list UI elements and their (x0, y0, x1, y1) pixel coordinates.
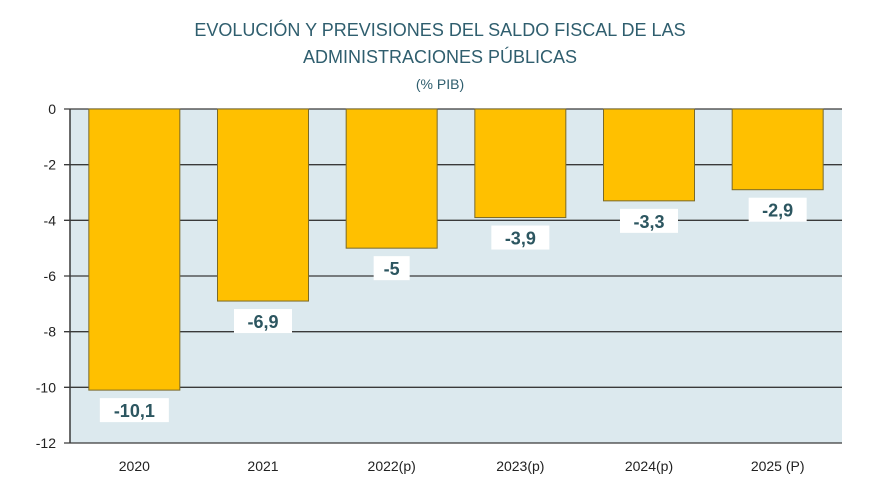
bar (88, 108, 181, 391)
y-tick-label: -8 (44, 324, 57, 340)
chart-subtitle: (% PIB) (415, 76, 465, 92)
y-tick-label: -10 (36, 379, 56, 395)
data-label-background (491, 225, 550, 250)
data-label-background (620, 208, 678, 233)
y-tick-label: -4 (44, 212, 57, 228)
data-label: -3,9 (505, 229, 536, 249)
data-label-background (234, 309, 292, 334)
bar (474, 108, 567, 219)
x-tick-label: 2025 (P) (751, 458, 805, 474)
data-label-background (373, 256, 410, 281)
bar (603, 108, 695, 202)
x-tick-label: 2021 (247, 458, 278, 474)
data-label: -2,9 (762, 201, 793, 221)
data-label: -5 (384, 259, 400, 279)
y-tick-label: -6 (44, 268, 57, 284)
bar (345, 108, 438, 249)
chart-title-line-2: ADMINISTRACIONES PÚBLICAS (302, 47, 578, 67)
x-tick-label: 2023(p) (496, 458, 544, 474)
x-tick-label: 2024(p) (625, 458, 673, 474)
chart-title-line-1: EVOLUCIÓN Y PREVISIONES DEL SALDO FISCAL… (194, 20, 686, 40)
y-tick-label: 0 (48, 101, 56, 117)
data-label-background (748, 197, 807, 222)
x-tick-label: 2022(p) (368, 458, 416, 474)
data-label: -3,3 (633, 212, 664, 232)
y-tick-label: -2 (44, 157, 57, 173)
bar (731, 108, 824, 191)
bar (217, 108, 309, 302)
y-tick-label: -12 (36, 435, 56, 451)
data-label: -6,9 (247, 312, 278, 332)
data-label: -10,1 (114, 401, 155, 421)
data-label-background (99, 398, 169, 423)
x-tick-label: 2020 (119, 458, 150, 474)
